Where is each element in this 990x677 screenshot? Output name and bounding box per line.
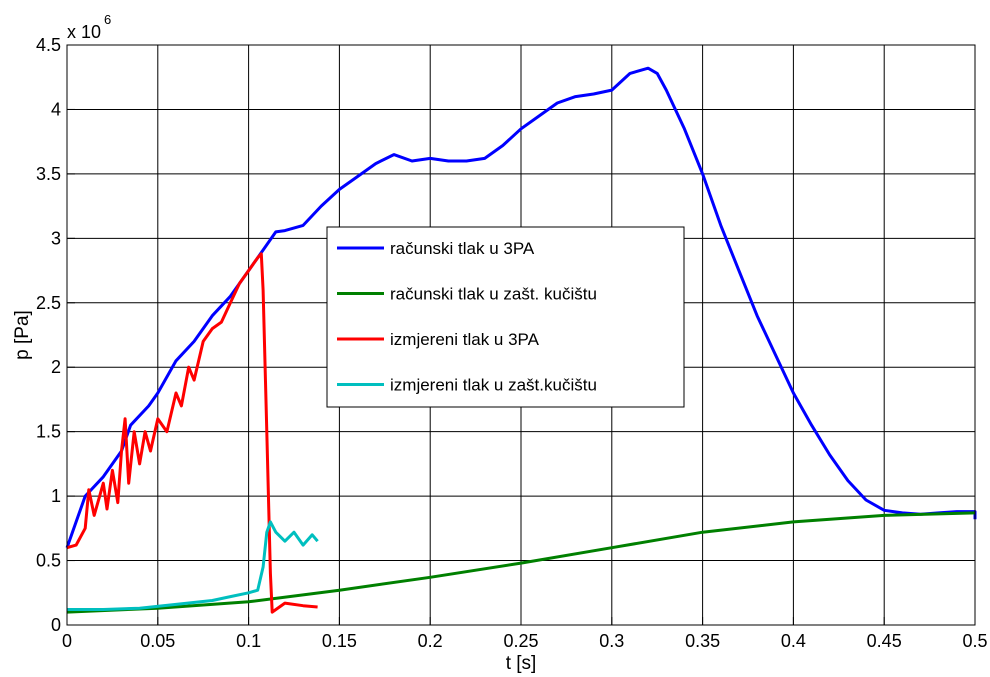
y-axis-exponent-power: 6 (104, 12, 111, 27)
y-tick-label: 4 (51, 99, 61, 119)
y-tick-label: 1 (51, 486, 61, 506)
x-tick-label: 0.5 (962, 631, 987, 651)
y-axis-label: p [Pa] (12, 310, 33, 360)
x-tick-label: 0.05 (140, 631, 175, 651)
legend-box (326, 226, 685, 408)
y-tick-label: 2.5 (36, 293, 61, 313)
y-tick-label: 0.5 (36, 551, 61, 571)
x-tick-label: 0.4 (781, 631, 806, 651)
x-tick-label: 0.1 (236, 631, 261, 651)
y-tick-label: 3 (51, 228, 61, 248)
x-tick-label: 0.45 (867, 631, 902, 651)
y-tick-label: 3.5 (36, 164, 61, 184)
legend-label: izmjereni tlak u zašt.kučištu (390, 376, 597, 395)
x-tick-label: 0.2 (418, 631, 443, 651)
legend-label: izmjereni tlak u 3PA (390, 330, 540, 349)
x-tick-label: 0.3 (599, 631, 624, 651)
x-tick-label: 0.25 (503, 631, 538, 651)
x-tick-label: 0.35 (685, 631, 720, 651)
legend-label: računski tlak u zašt. kučištu (390, 285, 597, 304)
series-line-3 (66, 252, 318, 614)
legend: računski tlak u 3PA računski tlak u zašt.… (326, 226, 685, 408)
y-tick-label: 0 (51, 615, 61, 635)
x-axis-label: t [s] (506, 653, 537, 674)
series-line-4 (67, 520, 319, 611)
series-line-1 (65, 66, 977, 549)
x-tick-label: 0 (62, 631, 72, 651)
legend-label: računski tlak u 3PA (390, 239, 535, 258)
series-layer (65, 66, 977, 614)
y-tick-label: 4.5 (36, 35, 61, 55)
y-tick-label: 2 (51, 357, 61, 377)
series-line-2 (66, 511, 976, 614)
y-axis-exponent-base: x 10 (67, 22, 101, 42)
y-tick-label: 1.5 (36, 422, 61, 442)
tick-labels: 0 0.05 0.1 0.15 0.2 0.25 0.3 0.35 0.4 0.45 0.5 0 0.5… (36, 35, 988, 651)
axis-ticks (66, 44, 976, 626)
x-tick-label: 0.15 (322, 631, 357, 651)
